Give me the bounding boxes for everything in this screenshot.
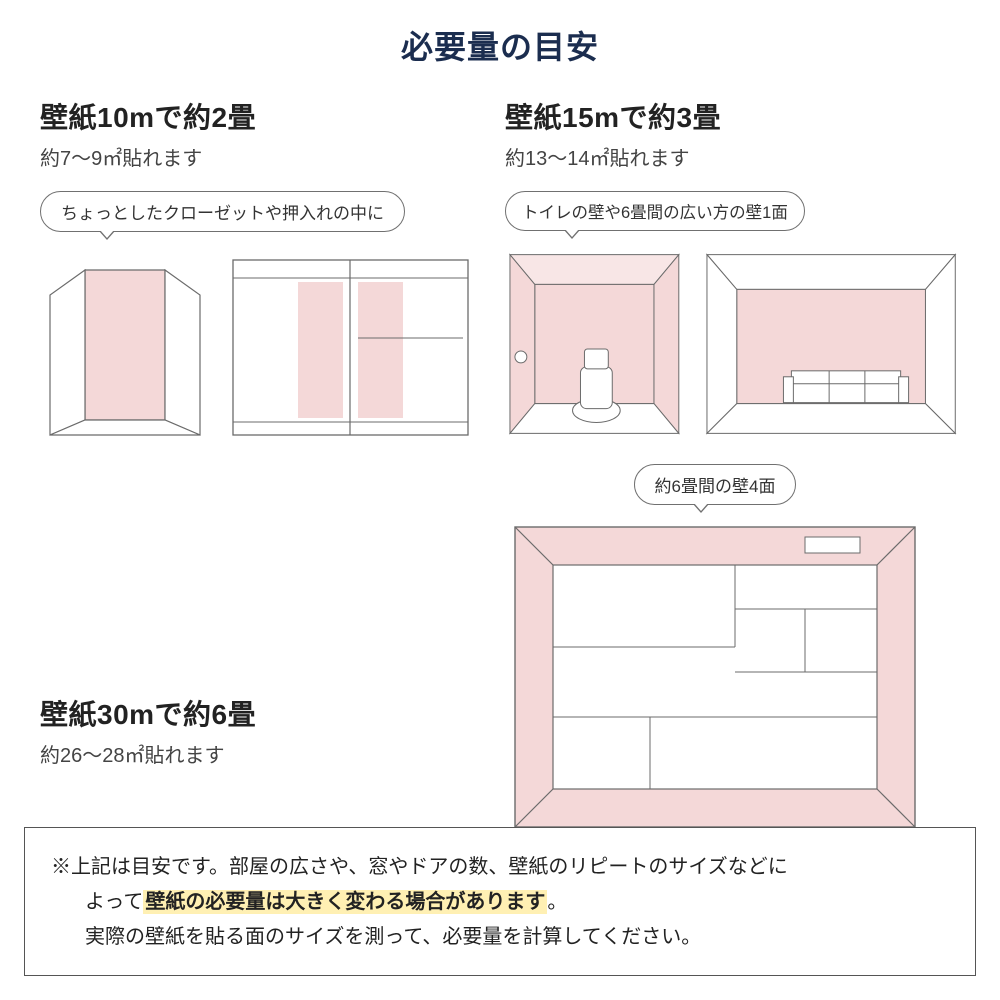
block-15m-illus <box>505 249 960 444</box>
block-15m-sub: 約13～14㎡貼れます <box>505 142 960 171</box>
toilet-room-icon <box>505 249 684 444</box>
note-line2-highlight: 壁紙の必要量は大きく変わる場合があります <box>143 890 547 914</box>
page-title: 必要量の目安 <box>0 0 1000 68</box>
note-line-1: ※上記は目安です。部屋の広さや、窓やドアの数、壁紙のリピートのサイズなどに <box>51 850 949 885</box>
block-30m: 壁紙30mで約6畳 約26～28㎡貼れます <box>40 533 470 768</box>
note-line2-post: 。 <box>547 891 567 913</box>
block-10m-illus <box>40 250 475 440</box>
note-line-2: よって壁紙の必要量は大きく変わる場合があります。 <box>51 885 949 920</box>
block-15m-caption: トイレの壁や6畳間の広い方の壁1面 <box>505 191 805 231</box>
block-10m: 壁紙10mで約2畳 約7～9㎡貼れます ちょっとしたクローゼットや押入れの中に <box>40 96 475 444</box>
block-30m-caption: 約6畳間の壁4面 <box>634 464 797 505</box>
block-30m-heading: 壁紙30mで約6畳 <box>40 693 470 733</box>
top-grid: 壁紙10mで約2畳 約7～9㎡貼れます ちょっとしたクローゼットや押入れの中に <box>0 68 1000 444</box>
room-plan-icon <box>505 517 925 837</box>
note-box: ※上記は目安です。部屋の広さや、窓やドアの数、壁紙のリピートのサイズなどに よっ… <box>24 827 976 976</box>
block-10m-caption: ちょっとしたクローゼットや押入れの中に <box>40 191 405 232</box>
block-30m-sub: 約26～28㎡貼れます <box>40 739 470 768</box>
note-line2-pre: よって <box>85 891 143 913</box>
block-15m: 壁紙15mで約3畳 約13～14㎡貼れます トイレの壁や6畳間の広い方の壁1面 <box>505 96 960 444</box>
closet-open-icon <box>40 250 210 440</box>
living-room-onewall-icon <box>702 249 960 444</box>
block-30m-diagram-wrap: 約6畳間の壁4面 <box>470 464 960 837</box>
closet-sliding-icon <box>228 250 473 440</box>
block-10m-sub: 約7～9㎡貼れます <box>40 142 475 171</box>
block-30m-row: 壁紙30mで約6畳 約26～28㎡貼れます 約6畳間の壁4面 <box>0 464 1000 837</box>
note-line3-text: 実際の壁紙を貼る面のサイズを測って、必要量を計算してください。 <box>85 926 701 948</box>
block-15m-heading: 壁紙15mで約3畳 <box>505 96 960 136</box>
block-10m-heading: 壁紙10mで約2畳 <box>40 96 475 136</box>
note-line-3: 実際の壁紙を貼る面のサイズを測って、必要量を計算してください。 <box>51 920 949 955</box>
